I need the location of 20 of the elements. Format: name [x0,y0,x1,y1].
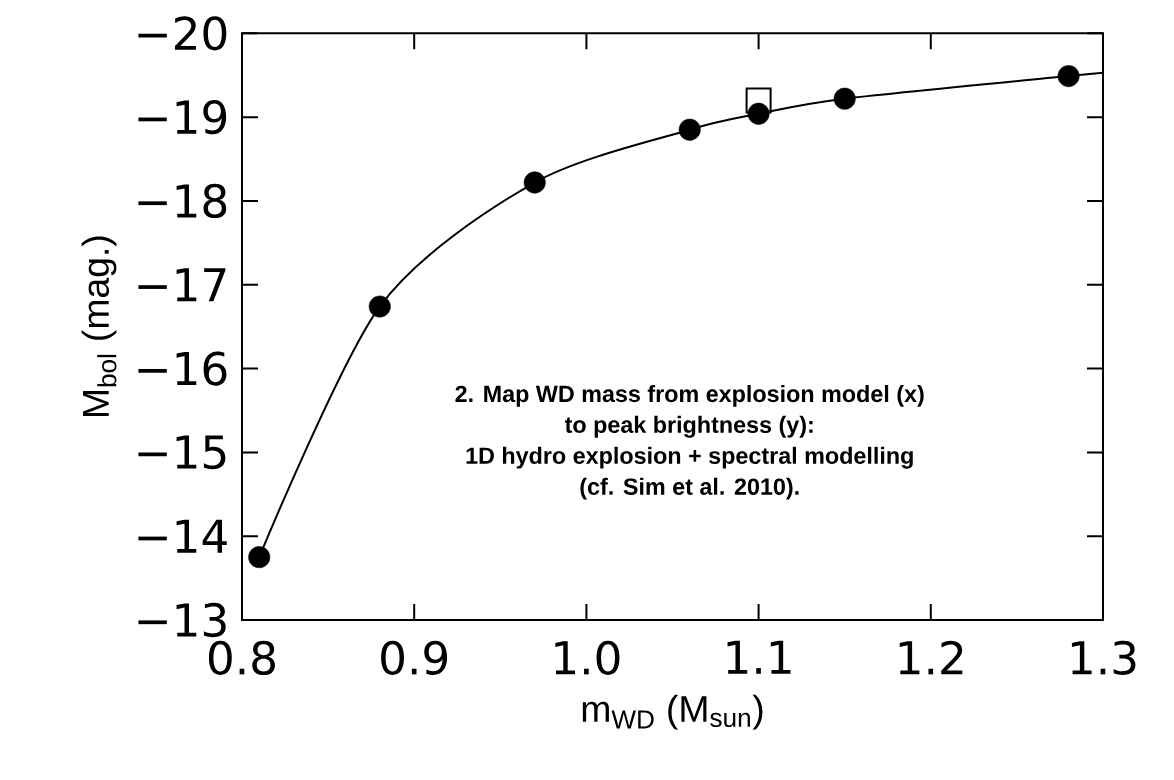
x-tick-label: 1.0 [555,640,620,675]
y-tick-label: −20 [138,16,227,51]
x-tick-label: 0.8 [208,640,275,675]
y-tick-label: −14 [138,519,227,553]
y-tick-label: −19 [138,99,227,135]
y-tick-label: −18 [138,183,227,219]
annotation: 2. Map WD mass from explosion model (x) [455,385,924,407]
annotation: to peak brightness (y): [564,415,813,438]
x-tick-label: 1.3 [1071,640,1136,675]
annotation: (cf. Sim et al. 2010). [580,477,799,500]
y-tick-label: −15 [138,435,226,470]
x-tick-label: 0.9 [381,640,448,675]
y-tick-label: −16 [138,351,227,386]
y-tick-label: −17 [138,268,226,302]
x-tick-label: 1.1 [727,640,791,674]
y-tick-label: −13 [138,602,226,638]
annotation: 1D hydro explosion + spectral modelling [466,446,913,469]
x-tick-label: 1.2 [899,640,963,675]
y-axis-title: M$_{bol}$ (mag.) [81,236,117,417]
x-axis-title: m$_{WD}$ (M$_{sun}$) [582,694,763,730]
